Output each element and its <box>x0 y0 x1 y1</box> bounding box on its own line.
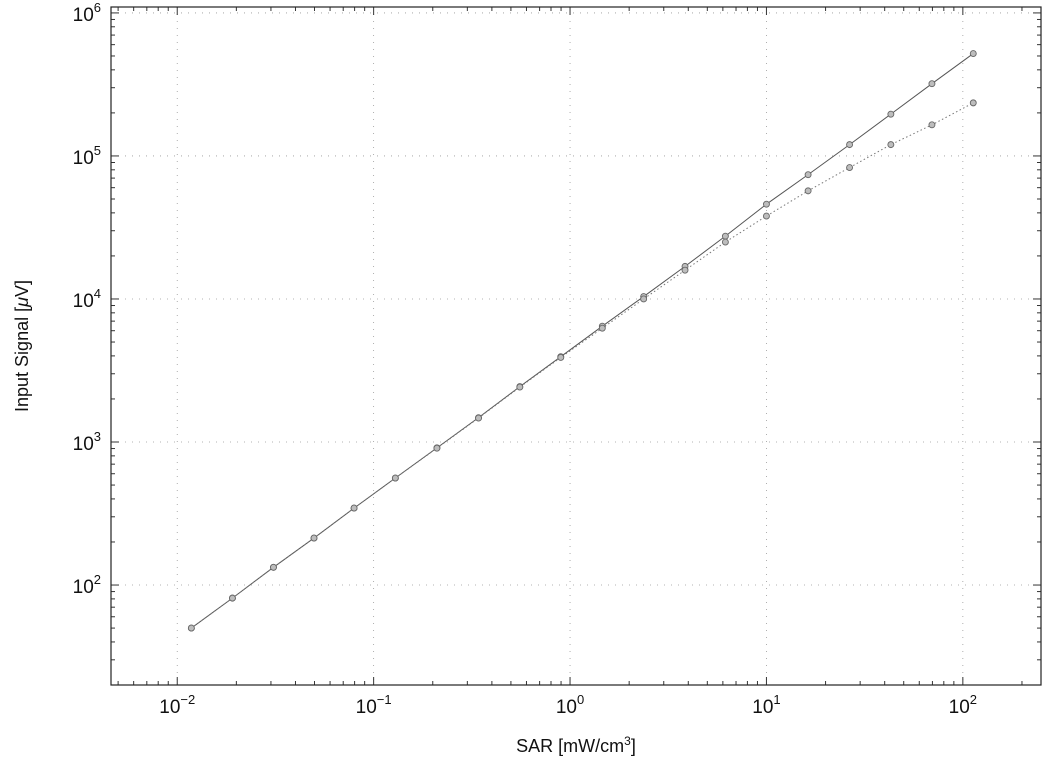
series-2-point <box>846 164 854 171</box>
series-2-point <box>681 266 689 274</box>
series-1-point <box>928 80 936 88</box>
series-2-point <box>804 187 812 195</box>
series-layer <box>187 50 977 632</box>
y-tick-label: 104 <box>73 286 101 312</box>
x-axis-label: SAR [mW/cm3] <box>516 734 636 756</box>
grid <box>111 7 1041 685</box>
series-1-point <box>846 141 854 149</box>
y-axis-label: Input Signal [μV] <box>12 280 32 412</box>
y-tick-label: 103 <box>73 429 101 455</box>
series-1-point <box>969 50 977 57</box>
series-2-point <box>598 324 606 332</box>
series-1-point <box>804 171 812 179</box>
series-2-point <box>228 594 236 602</box>
series-2-point <box>516 383 524 391</box>
series-2-point <box>762 212 770 220</box>
series-2-point <box>640 295 648 303</box>
series-1-point <box>887 110 895 118</box>
series-2-point <box>475 414 482 422</box>
x-tick-label: 10−2 <box>159 692 195 718</box>
series-2-point <box>557 354 565 361</box>
series-2-point <box>350 504 358 512</box>
series-2-line <box>191 102 974 629</box>
series-2-point <box>391 474 399 482</box>
series-2-point <box>187 624 195 632</box>
plot-frame <box>110 6 1042 686</box>
y-tick-label: 102 <box>73 572 101 598</box>
x-tick-labels: 10−2 10−1 100 101 102 <box>159 692 977 718</box>
y-tick-label: 105 <box>73 143 101 169</box>
series-1-point <box>721 232 729 240</box>
x-tick-label: 102 <box>949 692 977 718</box>
x-tick-label: 101 <box>752 692 780 718</box>
y-tick-label: 106 <box>73 0 101 26</box>
series-2-point <box>928 121 936 129</box>
minor-ticks <box>111 7 1041 686</box>
y-tick-labels: 102 103 104 105 106 <box>73 0 101 598</box>
x-tick-label: 100 <box>556 692 584 718</box>
series-2-point <box>721 238 729 246</box>
series-1-point <box>762 200 770 208</box>
x-tick-label: 10−1 <box>356 692 392 718</box>
series-2-point <box>310 534 318 542</box>
series-2-point <box>270 563 277 571</box>
series-2-point <box>887 141 895 149</box>
series-2-point <box>433 444 441 452</box>
series-2-point <box>969 99 977 107</box>
